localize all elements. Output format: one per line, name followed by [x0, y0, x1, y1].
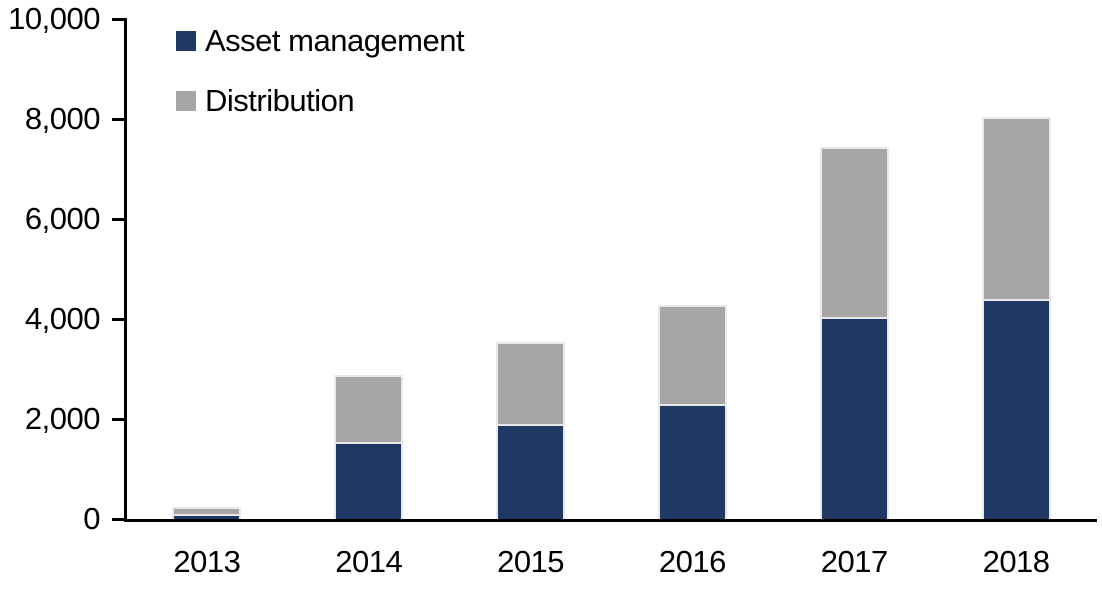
- legend-label-asset-management: Asset management: [205, 23, 465, 58]
- bar-segment-asset-management-2018: [981, 297, 1051, 521]
- bar-segment-asset-management-2017: [819, 314, 889, 521]
- y-axis-tick: [112, 218, 125, 221]
- bar-segment-asset-management-2015: [496, 422, 566, 521]
- x-axis-label: 2014: [335, 544, 403, 579]
- y-axis-tick-label: 2,000: [24, 401, 101, 436]
- x-axis-label: 2017: [820, 544, 888, 579]
- x-axis-label: 2015: [497, 544, 565, 579]
- bar-segment-distribution-2016: [657, 304, 727, 406]
- legend-swatch-asset-management: [176, 31, 196, 51]
- bar-segment-distribution-2017: [819, 147, 889, 319]
- bar-segment-asset-management-2013: [172, 512, 242, 521]
- bar-segment-asset-management-2016: [657, 402, 727, 521]
- y-axis-tick: [112, 18, 125, 21]
- bar-segment-distribution-2014: [334, 374, 404, 444]
- y-axis-tick-label: 4,000: [24, 301, 101, 336]
- y-axis-tick-label: 10,000: [8, 1, 100, 36]
- x-axis-label: 2018: [982, 544, 1050, 579]
- bar-segment-distribution-2018: [981, 117, 1051, 301]
- legend-item-distribution: Distribution: [176, 82, 464, 120]
- legend-swatch-distribution: [176, 91, 196, 111]
- y-axis-tick-label: 0: [83, 501, 100, 536]
- y-axis-tick: [112, 418, 125, 421]
- y-axis-tick: [112, 518, 125, 521]
- x-axis-label: 2016: [658, 544, 726, 579]
- bar-segment-distribution-2013: [172, 507, 242, 516]
- y-axis-tick-label: 6,000: [24, 201, 101, 236]
- y-axis-tick-label: 8,000: [24, 101, 101, 136]
- y-axis-tick: [112, 318, 125, 321]
- legend-label-distribution: Distribution: [205, 83, 355, 118]
- legend: Asset management Distribution: [176, 22, 465, 142]
- y-axis-line: [124, 18, 127, 522]
- x-axis-line: [124, 519, 1097, 522]
- x-axis-label: 2013: [173, 544, 241, 579]
- legend-item-asset-management: Asset management: [176, 22, 465, 60]
- y-axis-tick: [112, 118, 125, 121]
- bar-segment-asset-management-2014: [334, 439, 404, 521]
- bar-segment-distribution-2015: [496, 342, 566, 426]
